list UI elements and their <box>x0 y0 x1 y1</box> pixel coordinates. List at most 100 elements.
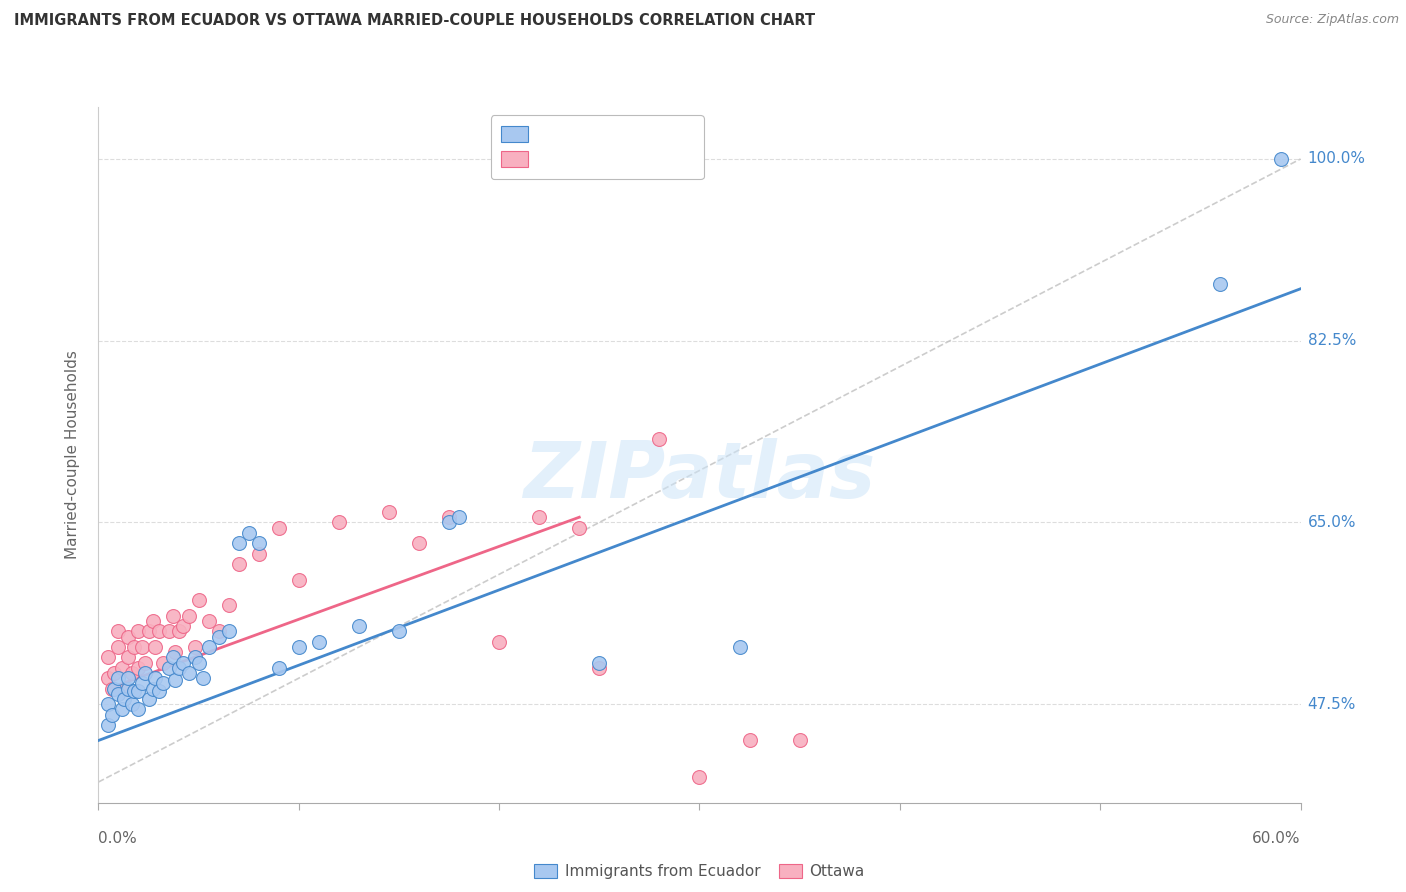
Point <box>648 433 671 447</box>
Point <box>141 681 163 696</box>
Point <box>172 656 194 670</box>
Point <box>228 557 250 571</box>
Point <box>103 681 125 696</box>
Point <box>107 640 129 654</box>
Text: 100.0%: 100.0% <box>1308 152 1365 167</box>
Point <box>197 614 219 628</box>
Point <box>568 520 591 534</box>
Point <box>157 624 180 639</box>
Point <box>197 640 219 654</box>
Point <box>228 536 250 550</box>
Point <box>117 681 139 696</box>
Point <box>152 676 174 690</box>
Point <box>789 733 811 747</box>
Point <box>117 630 139 644</box>
Point <box>101 707 124 722</box>
Point <box>247 547 270 561</box>
Point <box>208 630 231 644</box>
Point <box>218 599 240 613</box>
Point <box>131 640 153 654</box>
Point <box>177 665 200 680</box>
Text: 82.5%: 82.5% <box>1308 334 1355 348</box>
Point <box>187 656 209 670</box>
Point <box>308 635 330 649</box>
Point <box>288 640 311 654</box>
Point <box>121 697 143 711</box>
Y-axis label: Married-couple Households: Married-couple Households <box>65 351 80 559</box>
Text: 65.0%: 65.0% <box>1308 515 1355 530</box>
Text: N = 48: N = 48 <box>633 152 696 169</box>
Point <box>138 624 160 639</box>
Point <box>163 645 186 659</box>
Point <box>172 619 194 633</box>
Point <box>148 683 170 698</box>
Point <box>138 692 160 706</box>
Point <box>111 702 134 716</box>
Point <box>124 640 146 654</box>
Point <box>97 650 120 665</box>
Text: ZIPatlas: ZIPatlas <box>523 438 876 514</box>
Text: Source: ZipAtlas.com: Source: ZipAtlas.com <box>1265 13 1399 27</box>
Point <box>107 671 129 685</box>
Point <box>131 676 153 690</box>
Point <box>162 650 184 665</box>
Point <box>163 673 186 688</box>
Point <box>388 624 411 639</box>
Text: N = 47: N = 47 <box>633 120 696 137</box>
Text: 0.0%: 0.0% <box>98 831 138 847</box>
Point <box>97 718 120 732</box>
Point <box>238 525 260 540</box>
Text: 60.0%: 60.0% <box>1253 831 1301 847</box>
Point <box>408 536 430 550</box>
Point <box>97 671 120 685</box>
Point <box>103 665 125 680</box>
Point <box>267 661 290 675</box>
Point <box>107 624 129 639</box>
Point <box>288 573 311 587</box>
Point <box>1209 277 1232 291</box>
Point <box>1270 152 1292 166</box>
Point <box>124 683 146 698</box>
Point <box>437 510 460 524</box>
Point <box>128 661 150 675</box>
Point <box>267 520 290 534</box>
Point <box>157 661 180 675</box>
Point <box>177 608 200 623</box>
Point <box>128 683 150 698</box>
Point <box>328 516 350 530</box>
Point <box>111 661 134 675</box>
Point <box>141 614 163 628</box>
Point <box>117 671 139 685</box>
Point <box>738 733 761 747</box>
Point <box>167 624 190 639</box>
Point <box>437 516 460 530</box>
Point <box>588 656 610 670</box>
Point <box>107 687 129 701</box>
Point <box>162 608 184 623</box>
Point <box>247 536 270 550</box>
Point <box>101 681 124 696</box>
Point <box>208 624 231 639</box>
Text: R = 0.678: R = 0.678 <box>517 120 600 137</box>
Point <box>114 681 136 696</box>
Point <box>688 770 710 784</box>
Point <box>128 702 150 716</box>
Point <box>347 619 370 633</box>
Text: 47.5%: 47.5% <box>1308 697 1355 712</box>
Legend: Immigrants from Ecuador, Ottawa: Immigrants from Ecuador, Ottawa <box>529 858 870 886</box>
Point <box>191 671 214 685</box>
Point <box>117 650 139 665</box>
Point <box>114 692 136 706</box>
Point <box>167 661 190 675</box>
Point <box>143 640 166 654</box>
Text: IMMIGRANTS FROM ECUADOR VS OTTAWA MARRIED-COUPLE HOUSEHOLDS CORRELATION CHART: IMMIGRANTS FROM ECUADOR VS OTTAWA MARRIE… <box>14 13 815 29</box>
Point <box>588 661 610 675</box>
Point <box>488 635 510 649</box>
Point <box>187 593 209 607</box>
Point <box>121 665 143 680</box>
Point <box>728 640 751 654</box>
Point <box>97 697 120 711</box>
Point <box>447 510 470 524</box>
Point <box>378 505 401 519</box>
Point <box>128 624 150 639</box>
